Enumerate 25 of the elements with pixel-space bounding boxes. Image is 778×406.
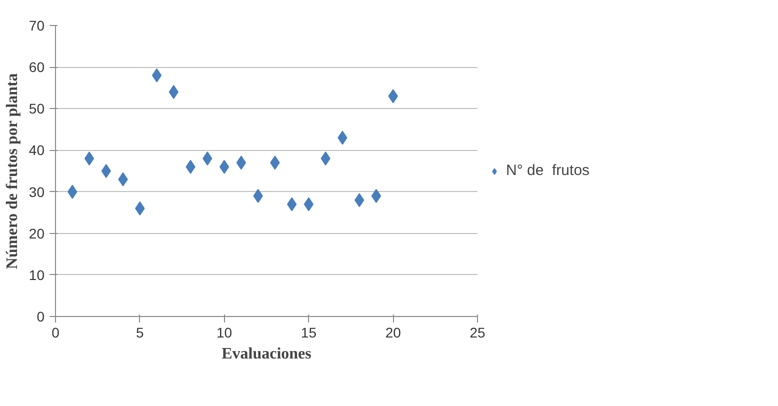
y-tick-label: 10 xyxy=(28,266,45,283)
y-tick-label: 0 xyxy=(36,308,45,324)
point xyxy=(304,197,314,212)
y-tick-label: 60 xyxy=(28,59,45,76)
y-tick-label: 70 xyxy=(28,18,45,34)
y-tick-label: 20 xyxy=(28,225,45,242)
point xyxy=(371,188,382,203)
x-tick-label: 10 xyxy=(216,324,232,340)
legend-label: N° de frutos xyxy=(506,162,590,179)
point xyxy=(236,156,246,170)
y-tick-label: 30 xyxy=(28,184,45,200)
point xyxy=(84,152,94,166)
y-tick-label: 50 xyxy=(28,100,45,117)
y-axis-title: Número de frutos por planta xyxy=(4,73,21,270)
y-tick-label: 40 xyxy=(28,142,45,158)
x-tick-label: 5 xyxy=(136,324,144,340)
point xyxy=(286,197,297,212)
x-axis-title: Evaluaciones xyxy=(222,346,312,362)
point xyxy=(152,68,162,82)
x-tick-label: 0 xyxy=(52,324,60,340)
x-tick-label: 25 xyxy=(470,324,486,340)
x-tick-label: 15 xyxy=(300,324,317,340)
x-tick-label: 20 xyxy=(385,324,402,340)
point xyxy=(101,164,111,178)
point xyxy=(219,160,230,174)
